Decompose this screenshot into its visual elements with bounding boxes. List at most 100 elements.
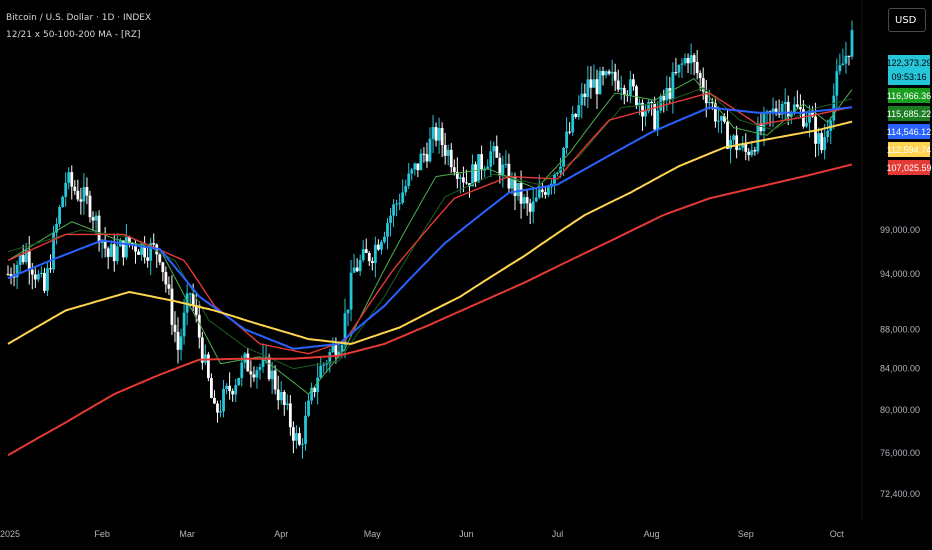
candle-body	[364, 249, 368, 253]
candle-body	[15, 264, 19, 278]
price-tag-label: 107,025.59	[886, 163, 931, 173]
candle-body	[346, 309, 350, 314]
candle-body	[677, 64, 681, 73]
candle-body	[628, 79, 632, 96]
candle-body	[744, 143, 748, 152]
candle-body	[713, 103, 717, 122]
candle-body	[471, 164, 474, 187]
candle-body	[641, 102, 644, 117]
indicator-label[interactable]: 12/21 x 50-100-200 MA - [RZ]	[6, 30, 141, 40]
candle-body	[24, 250, 28, 263]
candle-body	[489, 151, 493, 167]
candle-body	[97, 215, 101, 243]
candle-body	[106, 248, 110, 257]
candle-body	[774, 108, 778, 113]
y-tick-label: 88,000.00	[880, 324, 920, 334]
candle-body	[310, 387, 313, 401]
candle-body	[449, 149, 453, 168]
candle-body	[70, 172, 74, 187]
candle-body	[91, 217, 95, 221]
candle-body	[401, 192, 405, 203]
candle-body	[194, 305, 198, 315]
candle-body	[759, 123, 763, 132]
candle-body	[128, 236, 131, 244]
candle-body	[188, 293, 192, 295]
price-tag-label: 122,373.29	[886, 58, 931, 68]
candle-body	[282, 391, 286, 405]
candle-body	[298, 433, 301, 445]
candle-body	[367, 252, 371, 262]
candle-body	[686, 57, 690, 64]
candle-body	[510, 177, 514, 189]
candle-body	[319, 365, 323, 378]
candle-body	[458, 177, 462, 179]
price-tag	[888, 160, 930, 175]
candle-body	[358, 260, 362, 272]
candle-body	[689, 55, 693, 64]
candle-body	[252, 374, 256, 378]
candle-body	[328, 351, 332, 364]
candle-body	[820, 133, 824, 151]
candle-body	[392, 204, 395, 216]
price-tag-label: 114,546.12	[887, 127, 931, 137]
candle-body	[67, 172, 71, 183]
candle-body	[513, 177, 517, 196]
candle-body	[838, 65, 842, 72]
candle-body	[197, 314, 201, 338]
price-tag-label: 116,966.36	[887, 91, 931, 101]
candle-body	[121, 240, 125, 258]
candle-body	[750, 150, 754, 156]
price-tag-label: 115,685.22	[887, 109, 931, 119]
y-tick-label: 76,000.00	[880, 448, 920, 458]
candle-body	[395, 203, 399, 205]
candle-body	[288, 403, 292, 428]
candle-body	[531, 201, 535, 212]
candle-body	[349, 272, 353, 310]
candle-body	[586, 79, 590, 97]
candle-body	[27, 250, 31, 270]
candle-body	[94, 215, 98, 221]
candle-body	[495, 146, 499, 158]
candle-body	[434, 127, 438, 141]
candle-body	[295, 433, 298, 441]
candle-body	[644, 111, 647, 117]
candle-body	[592, 79, 596, 88]
candle-body	[361, 249, 365, 261]
candle-body	[261, 357, 265, 367]
candle-body	[753, 150, 757, 152]
candle-body	[683, 57, 687, 64]
candle-body	[334, 344, 338, 357]
candle-body	[380, 242, 383, 250]
ema12-line	[7, 78, 853, 395]
ma365-line	[7, 163, 853, 457]
price-tag	[888, 55, 930, 85]
candle-body	[829, 120, 833, 131]
candle-body	[61, 196, 65, 208]
candle-body	[240, 362, 244, 378]
candle-body	[285, 403, 289, 405]
currency-button[interactable]: USD	[888, 8, 926, 32]
candle-body	[817, 133, 821, 144]
candle-body	[619, 87, 623, 90]
candle-body	[723, 115, 726, 122]
candle-body	[231, 391, 235, 395]
symbol-title[interactable]: Bitcoin / U.S. Dollar · 1D · INDEX	[6, 13, 152, 23]
candle-body	[756, 123, 760, 152]
candle-body	[131, 243, 134, 245]
candle-body	[249, 371, 253, 375]
candle-body	[216, 403, 219, 413]
candle-body	[167, 284, 171, 289]
candle-body	[398, 202, 402, 204]
candle-body	[795, 104, 799, 107]
candle-body	[501, 164, 505, 176]
candle-body	[841, 63, 845, 66]
candle-body	[543, 192, 547, 195]
x-tick-label: Aug	[644, 529, 660, 539]
candle-body	[49, 268, 52, 270]
candle-body	[307, 400, 310, 416]
candle-body	[158, 254, 162, 263]
price-tag	[888, 124, 930, 139]
candle-body	[30, 269, 34, 275]
candle-body	[601, 70, 605, 76]
